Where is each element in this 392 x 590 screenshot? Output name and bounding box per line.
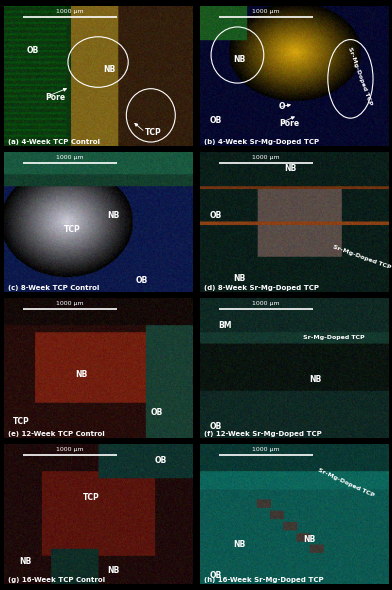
Text: NB: NB [19, 557, 31, 566]
Text: (e) 12-Week TCP Control: (e) 12-Week TCP Control [8, 431, 104, 437]
Text: 1000 μm: 1000 μm [252, 155, 279, 160]
Text: 1000 μm: 1000 μm [252, 447, 279, 452]
Text: 1000 μm: 1000 μm [56, 301, 83, 306]
Text: BM: BM [219, 322, 232, 330]
Text: NB: NB [234, 540, 246, 549]
Text: NB: NB [234, 55, 246, 64]
Text: 1000 μm: 1000 μm [252, 301, 279, 306]
Text: (b) 4-Week Sr-Mg-Doped TCP: (b) 4-Week Sr-Mg-Doped TCP [203, 139, 319, 145]
Text: NB: NB [104, 64, 116, 74]
Text: OB: OB [136, 277, 148, 286]
Text: Sr-Mg-Doped TCP: Sr-Mg-Doped TCP [303, 335, 365, 340]
Text: OB: OB [151, 408, 163, 417]
Text: OB: OB [209, 571, 221, 580]
Text: NB: NB [303, 535, 316, 544]
Text: TCP: TCP [83, 493, 100, 502]
Text: (d) 8-Week Sr-Mg-Doped TCP: (d) 8-Week Sr-Mg-Doped TCP [203, 285, 319, 291]
Text: Pore: Pore [45, 93, 65, 101]
Text: NB: NB [107, 566, 120, 575]
Text: (f) 12-Week Sr-Mg-Doped TCP: (f) 12-Week Sr-Mg-Doped TCP [203, 431, 321, 437]
Text: OB: OB [154, 456, 167, 465]
Text: NB: NB [107, 211, 120, 219]
Text: (a) 4-Week TCP Control: (a) 4-Week TCP Control [8, 139, 100, 145]
Text: NB: NB [285, 164, 297, 173]
Text: Sr-Mg-Doped TCP: Sr-Mg-Doped TCP [347, 46, 372, 106]
Text: 1000 μm: 1000 μm [56, 9, 83, 14]
Text: TCP: TCP [64, 225, 81, 234]
Text: Sr-Mg-Doped TCP: Sr-Mg-Doped TCP [332, 244, 391, 270]
Text: OB: OB [27, 46, 39, 55]
Text: OB: OB [209, 211, 221, 219]
Text: NB: NB [76, 371, 88, 379]
Text: TCP: TCP [145, 127, 162, 137]
Text: (c) 8-Week TCP Control: (c) 8-Week TCP Control [8, 285, 99, 291]
Text: (g) 16-Week TCP Control: (g) 16-Week TCP Control [8, 577, 105, 583]
Text: OB: OB [209, 422, 221, 431]
Text: 1000 μm: 1000 μm [56, 447, 83, 452]
Text: Pore: Pore [279, 119, 299, 128]
Text: O: O [279, 103, 285, 112]
Text: 1000 μm: 1000 μm [252, 9, 279, 14]
Text: Sr-Mg-Doped TCP: Sr-Mg-Doped TCP [316, 468, 374, 499]
Text: TCP: TCP [13, 417, 30, 426]
Text: 1000 μm: 1000 μm [56, 155, 83, 160]
Text: NB: NB [234, 274, 246, 283]
Text: (h) 16-Week Sr-Mg-Doped TCP: (h) 16-Week Sr-Mg-Doped TCP [203, 577, 323, 583]
Text: OB: OB [209, 116, 221, 126]
Text: NB: NB [309, 375, 321, 384]
